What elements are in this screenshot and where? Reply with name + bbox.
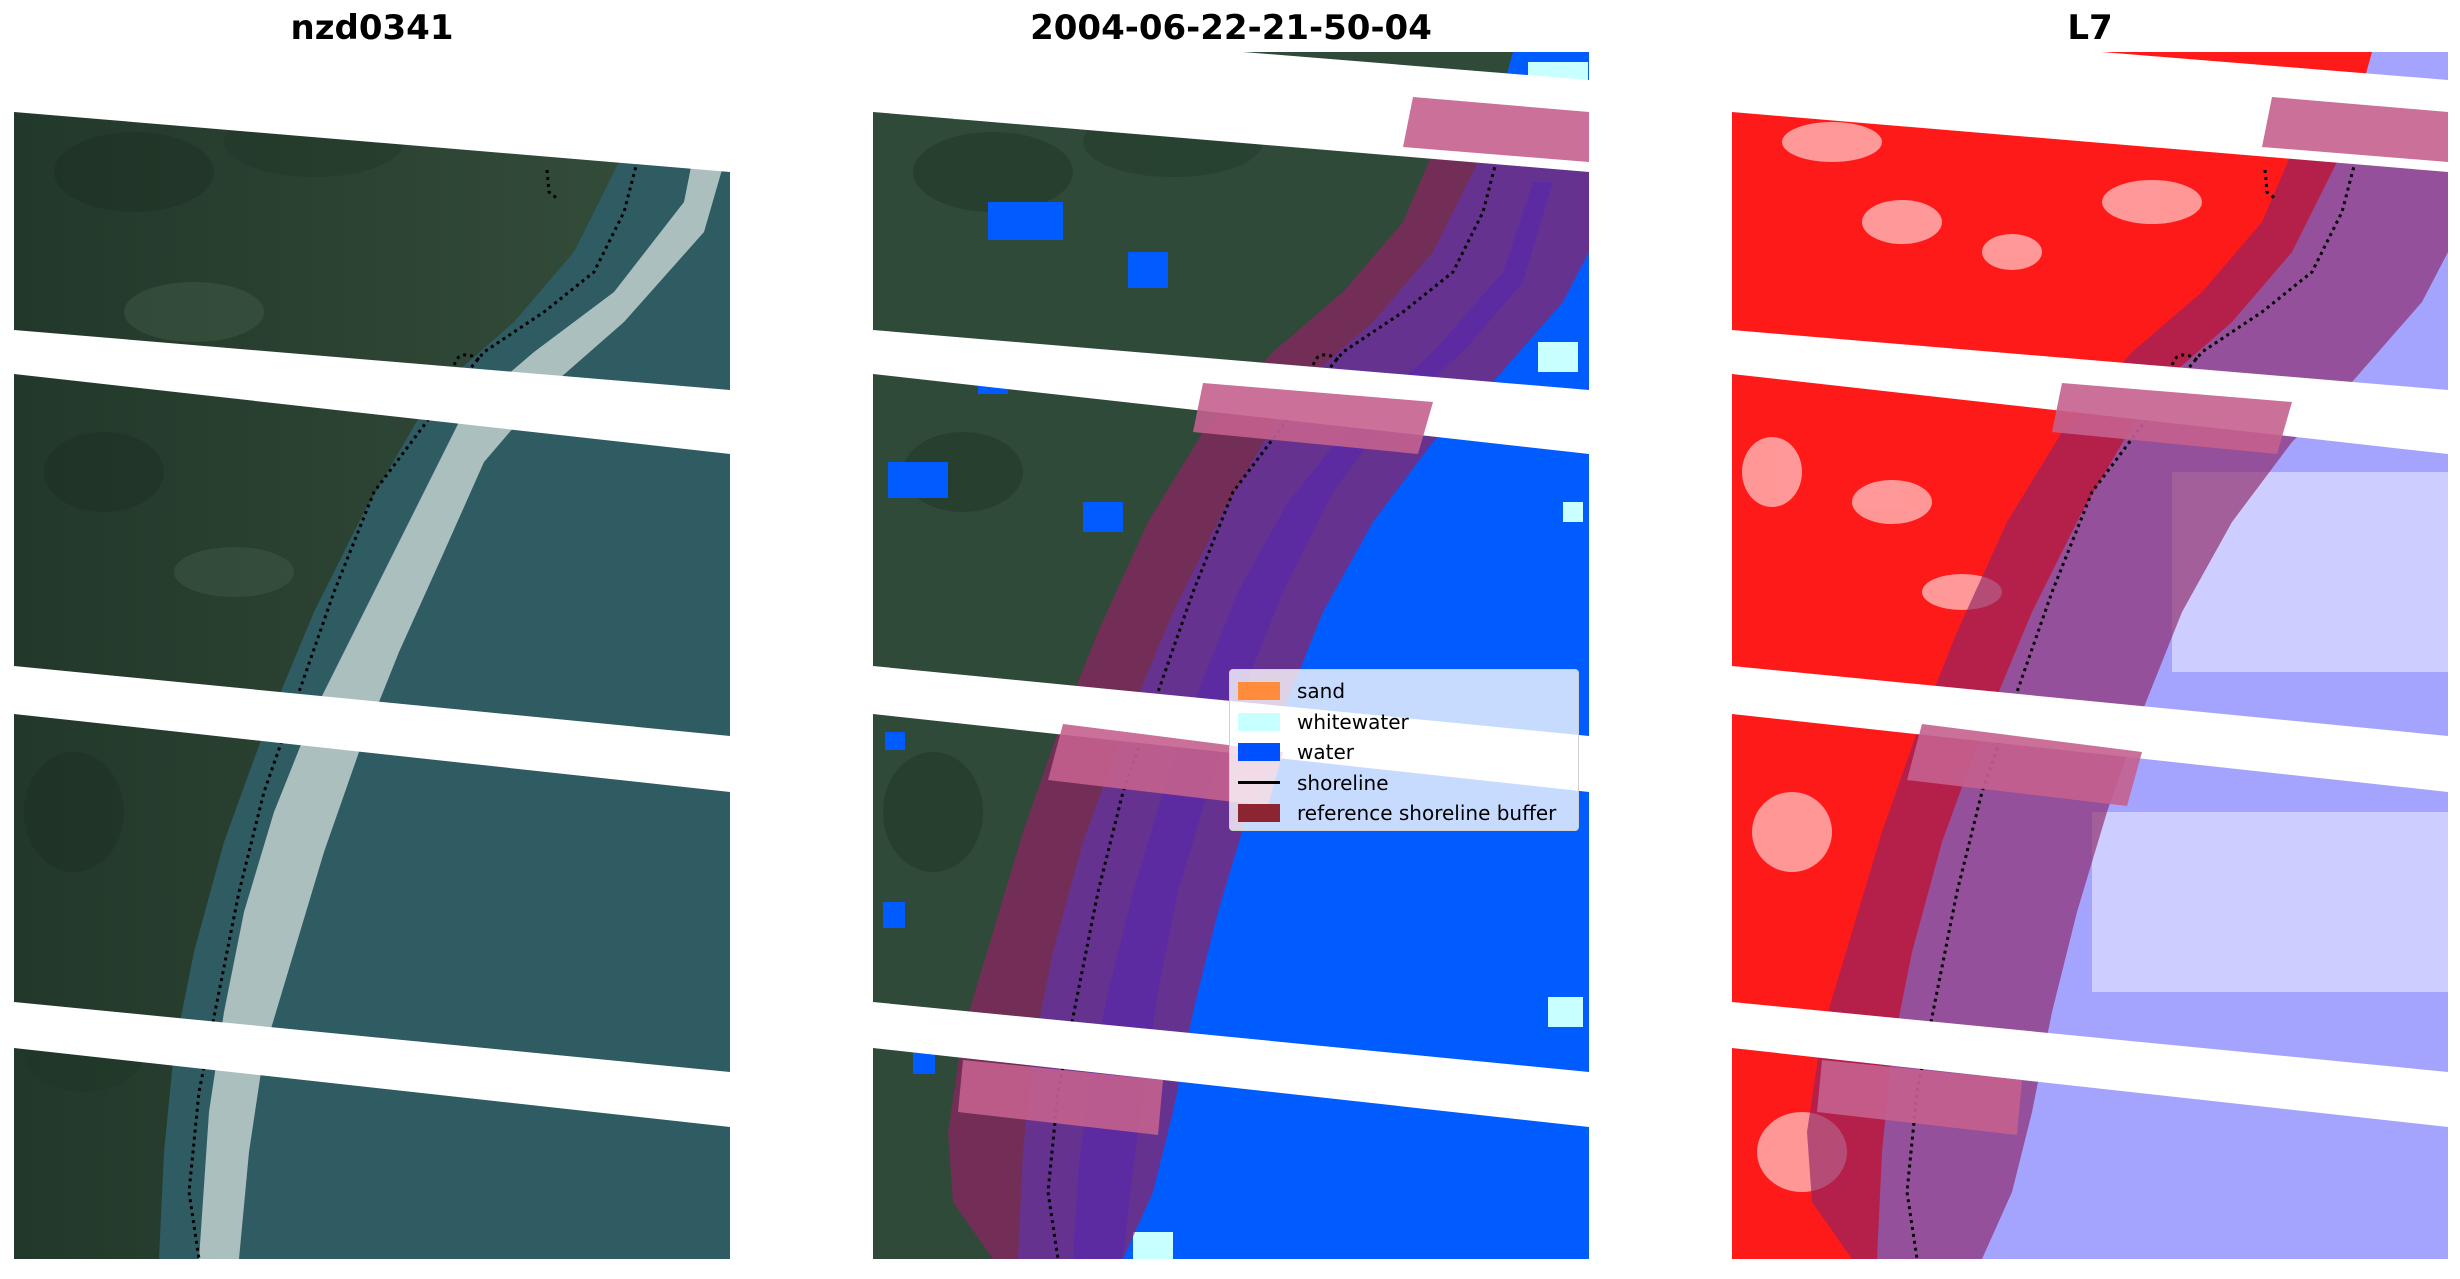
legend-label: shoreline: [1297, 770, 1389, 795]
shoreline: [187, 146, 643, 1259]
index-image-panel: [1732, 52, 2448, 1259]
classified-image-panel: [873, 52, 1589, 1259]
rgb-image: [14, 52, 730, 1259]
legend-label: sand: [1297, 679, 1346, 704]
legend: sand whitewater water shoreline referenc…: [1229, 669, 1579, 831]
legend-label: reference shoreline buffer: [1297, 801, 1557, 826]
legend-label: water: [1297, 740, 1354, 765]
left-panel-title: nzd0341: [290, 8, 454, 48]
classified-image: [873, 52, 1589, 1259]
middle-panel-title: 2004-06-22-21-50-04: [1030, 8, 1432, 48]
shoreline-swatch: [1238, 781, 1280, 785]
legend-item-buffer: reference shoreline buffer: [1238, 798, 1570, 829]
legend-item-whitewater: whitewater: [1238, 707, 1570, 738]
legend-label: whitewater: [1297, 709, 1409, 734]
rgb-image-panel: [14, 52, 730, 1259]
legend-item-sand: sand: [1238, 676, 1570, 707]
water-swatch: [1238, 743, 1280, 762]
whitewater-swatch: [1238, 712, 1280, 731]
buffer-swatch: [1238, 804, 1280, 823]
legend-item-shoreline: shoreline: [1238, 768, 1570, 799]
right-panel-title: L7: [2067, 8, 2113, 48]
sand-swatch: [1238, 682, 1280, 701]
legend-item-water: water: [1238, 737, 1570, 768]
index-image: [1732, 52, 2448, 1259]
